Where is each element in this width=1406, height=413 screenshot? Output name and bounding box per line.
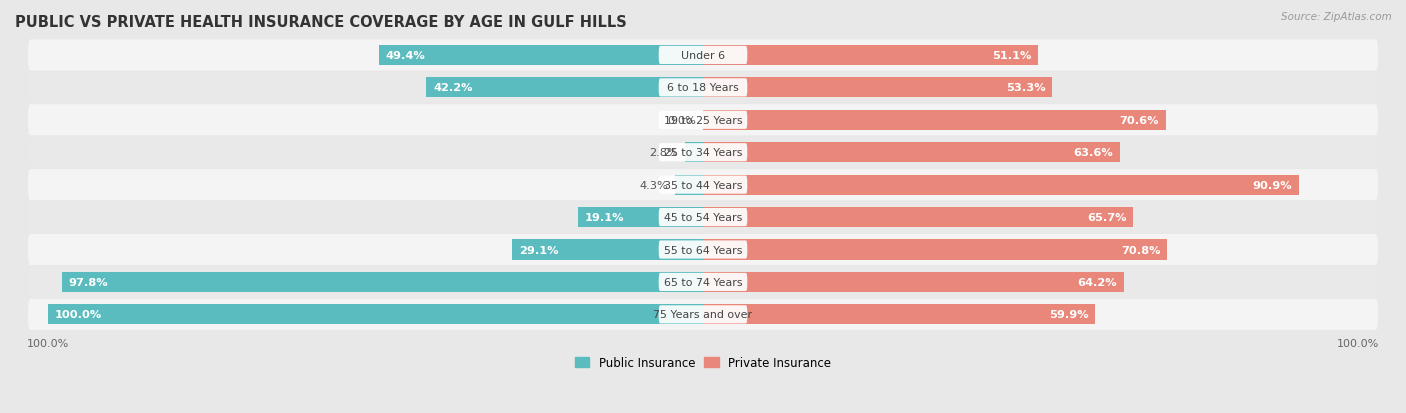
Bar xyxy=(703,240,1167,260)
FancyBboxPatch shape xyxy=(28,105,1378,136)
Bar xyxy=(703,207,1133,228)
FancyBboxPatch shape xyxy=(658,79,748,97)
Text: 25 to 34 Years: 25 to 34 Years xyxy=(664,148,742,158)
FancyBboxPatch shape xyxy=(28,202,1378,233)
Text: 53.3%: 53.3% xyxy=(1007,83,1046,93)
FancyBboxPatch shape xyxy=(658,144,748,162)
FancyBboxPatch shape xyxy=(658,209,748,227)
FancyBboxPatch shape xyxy=(658,47,748,65)
Bar xyxy=(578,207,703,228)
Text: 64.2%: 64.2% xyxy=(1077,277,1118,287)
Text: 35 to 44 Years: 35 to 44 Years xyxy=(664,180,742,190)
Text: PUBLIC VS PRIVATE HEALTH INSURANCE COVERAGE BY AGE IN GULF HILLS: PUBLIC VS PRIVATE HEALTH INSURANCE COVER… xyxy=(15,15,627,30)
Text: 70.8%: 70.8% xyxy=(1121,245,1160,255)
Text: 65 to 74 Years: 65 to 74 Years xyxy=(664,277,742,287)
Text: 51.1%: 51.1% xyxy=(991,51,1031,61)
FancyBboxPatch shape xyxy=(28,170,1378,201)
Text: 42.2%: 42.2% xyxy=(433,83,472,93)
FancyBboxPatch shape xyxy=(28,73,1378,104)
Text: 55 to 64 Years: 55 to 64 Years xyxy=(664,245,742,255)
Bar xyxy=(703,46,1038,66)
Text: 100.0%: 100.0% xyxy=(55,310,101,320)
Text: 65.7%: 65.7% xyxy=(1087,213,1128,223)
Text: 63.6%: 63.6% xyxy=(1073,148,1114,158)
Bar xyxy=(48,304,703,325)
Text: 97.8%: 97.8% xyxy=(69,277,108,287)
Text: 75 Years and over: 75 Years and over xyxy=(654,310,752,320)
FancyBboxPatch shape xyxy=(28,138,1378,169)
Text: 29.1%: 29.1% xyxy=(519,245,558,255)
FancyBboxPatch shape xyxy=(28,267,1378,298)
FancyBboxPatch shape xyxy=(658,273,748,291)
Bar xyxy=(512,240,703,260)
Bar xyxy=(703,304,1095,325)
Bar xyxy=(703,111,1166,131)
FancyBboxPatch shape xyxy=(28,40,1378,71)
Legend: Public Insurance, Private Insurance: Public Insurance, Private Insurance xyxy=(571,351,835,374)
FancyBboxPatch shape xyxy=(658,112,748,130)
Bar xyxy=(703,78,1052,98)
FancyBboxPatch shape xyxy=(658,241,748,259)
FancyBboxPatch shape xyxy=(28,299,1378,330)
Bar xyxy=(703,143,1119,163)
FancyBboxPatch shape xyxy=(28,234,1378,266)
Bar xyxy=(675,175,703,195)
Text: Source: ZipAtlas.com: Source: ZipAtlas.com xyxy=(1281,12,1392,22)
Text: 19 to 25 Years: 19 to 25 Years xyxy=(664,116,742,126)
Text: 90.9%: 90.9% xyxy=(1253,180,1292,190)
Text: Under 6: Under 6 xyxy=(681,51,725,61)
Text: 45 to 54 Years: 45 to 54 Years xyxy=(664,213,742,223)
Bar xyxy=(703,272,1123,292)
Text: 70.6%: 70.6% xyxy=(1119,116,1159,126)
Bar xyxy=(62,272,703,292)
Text: 49.4%: 49.4% xyxy=(385,51,426,61)
Text: 0.0%: 0.0% xyxy=(668,116,696,126)
Bar xyxy=(703,175,1299,195)
Text: 6 to 18 Years: 6 to 18 Years xyxy=(666,83,740,93)
Bar xyxy=(426,78,703,98)
FancyBboxPatch shape xyxy=(658,306,748,324)
Bar xyxy=(380,46,703,66)
Text: 4.3%: 4.3% xyxy=(640,180,668,190)
Text: 2.8%: 2.8% xyxy=(650,148,678,158)
Text: 59.9%: 59.9% xyxy=(1049,310,1088,320)
FancyBboxPatch shape xyxy=(658,176,748,194)
Bar xyxy=(685,143,703,163)
Text: 19.1%: 19.1% xyxy=(585,213,624,223)
